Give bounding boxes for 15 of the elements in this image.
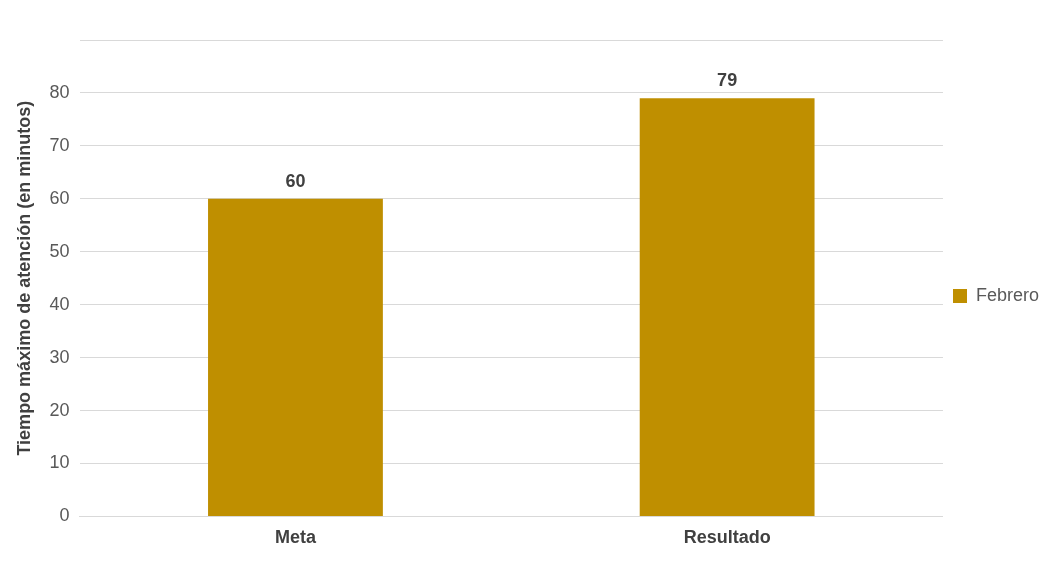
y-tick-label: 20 bbox=[49, 399, 70, 420]
y-tick-label: 30 bbox=[49, 346, 70, 367]
y-tick-label: 10 bbox=[49, 452, 70, 473]
y-tick-label: 0 bbox=[59, 505, 70, 526]
y-tick-label: 60 bbox=[49, 187, 70, 208]
y-tick-label: 40 bbox=[49, 293, 70, 314]
y-tick-label: 80 bbox=[49, 81, 70, 102]
x-tick-label: Meta bbox=[274, 527, 317, 548]
x-tick-label: Resultado bbox=[683, 527, 771, 548]
y-tick-label: 50 bbox=[49, 240, 70, 261]
data-label: 60 bbox=[285, 170, 306, 191]
legend-label: Febrero bbox=[975, 284, 1039, 305]
data-label: 79 bbox=[717, 70, 738, 91]
y-axis-title: Tiempo máximo de atención (en minutos) bbox=[13, 100, 34, 456]
y-tick-label: 70 bbox=[49, 134, 70, 155]
